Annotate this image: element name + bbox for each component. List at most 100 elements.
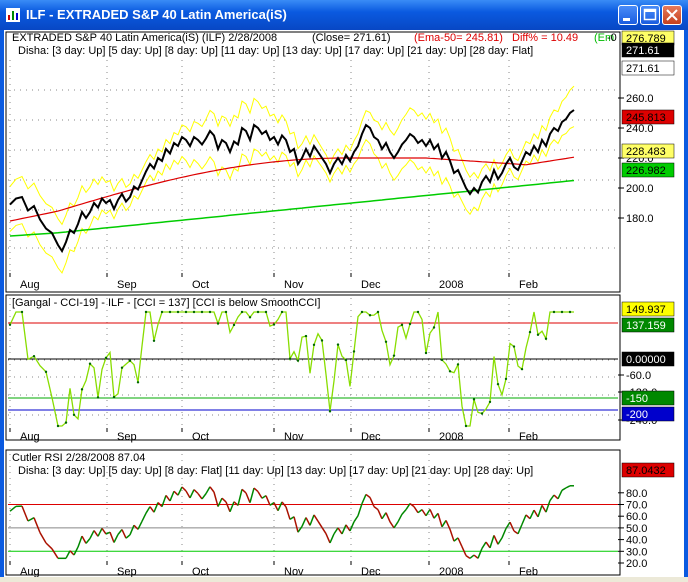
cci-point [321,339,323,341]
price-header-name: EXTRADED S&P 40 Latin America(iS) (ILF) … [12,32,277,44]
month-label: 2008 [439,431,463,443]
chart-bars-icon [6,8,20,22]
cci-point [545,338,547,340]
cci-point [521,368,523,370]
y-tick-label: 70.0 [626,500,647,512]
cci-point [433,326,435,328]
cci-point [161,311,163,313]
cci-point [401,324,403,326]
month-label: Oct [192,566,209,577]
cci-point [481,412,483,414]
price-header-cut: -0 [607,32,617,44]
cci-point [561,311,563,313]
cci-point [505,378,507,380]
cci-point [273,323,275,325]
cci-point [457,363,459,365]
charts-svg: EXTRADED S&P 40 Latin America(iS) (ILF) … [4,30,684,577]
month-label: Nov [284,279,304,291]
title-bar[interactable]: ILF - EXTRADED S&P 40 Latin America(iS) [0,0,688,30]
window-title: ILF - EXTRADED S&P 40 Latin America(iS) [26,7,287,22]
cci-point [225,311,227,313]
y-tick-label: 60.0 [626,511,647,523]
maximize-button[interactable] [640,5,660,25]
cci-point [281,311,283,313]
value-badge-text: -150 [626,393,648,405]
month-label: Feb [519,279,538,291]
cci-point [361,311,363,313]
y-tick-label: 260.0 [626,93,654,105]
y-tick-label: 200.0 [626,183,654,195]
cci-point [289,358,291,360]
price-header-diff: Diff% = 10.49 [512,32,578,44]
chart-area: EXTRADED S&P 40 Latin America(iS) (ILF) … [4,30,684,577]
close-button[interactable] [662,5,682,25]
cci-point [97,396,99,398]
cci-point [345,359,347,361]
cci-point [313,344,315,346]
cci-point [473,398,475,400]
month-label: Sep [117,431,137,443]
month-label: Aug [20,431,40,443]
cci-point [9,324,11,326]
month-label: Aug [20,279,40,291]
cci-point [497,383,499,385]
cci-point [193,311,195,313]
month-label: 2008 [439,566,463,577]
month-label: Oct [192,279,209,291]
month-label: Dec [361,566,381,577]
month-label: Nov [284,566,304,577]
y-tick-label: 20.0 [626,558,647,570]
cci-point [217,322,219,324]
cci-point [441,359,443,361]
cci-point [65,421,67,423]
value-badge-text: 87.0432 [626,465,666,477]
cci-point [105,357,107,359]
cci-point [537,334,539,336]
value-badge-text: 226.982 [626,165,666,177]
cci-point [33,355,35,357]
close-icon [663,6,681,24]
cci-point [337,343,339,345]
price-header-close: (Close= 271.61) [312,32,391,44]
month-label: Oct [192,431,209,443]
minimize-icon [619,6,637,24]
cci-point [513,345,515,347]
y-tick-label: 40.0 [626,535,647,547]
cci-point [369,314,371,316]
y-tick-label: 80.0 [626,488,647,500]
cci-point [489,401,491,403]
cci-point [201,311,203,313]
cci-point [45,371,47,373]
price-disha: Disha: [3 day: Up] [5 day: Up] [8 day: U… [18,45,533,57]
cci-point [137,381,139,383]
month-label: Sep [117,279,137,291]
cci-point [145,311,147,313]
value-badge-text: 271.61 [626,45,660,57]
month-label: Feb [519,566,538,577]
value-badge-text: 149.937 [626,304,666,316]
value-badge-text: 245.813 [626,112,666,124]
maximize-icon [641,6,659,24]
cci-point [329,410,331,412]
y-tick-label: 180.0 [626,213,654,225]
cci-point [353,350,355,352]
cci-point [177,311,179,313]
value-badge-text: 271.61 [626,63,660,75]
rsi-disha: Disha: [3 day: Up] [5 day: Up] [8 day: F… [18,465,533,477]
cci-panel: [Gangal - CCI-19] - ILF - [CCI = 137] [C… [6,295,674,443]
cci-point [185,311,187,313]
minimize-button[interactable] [618,5,638,25]
y-tick-label: 240.0 [626,123,654,135]
cci-point [233,324,235,326]
cci-point [169,311,171,313]
value-badge-text: 0.00000 [626,354,666,366]
cci-point [377,311,379,313]
month-label: Dec [361,431,381,443]
cci-point [569,311,571,313]
cci-point [393,354,395,356]
value-badge-text: -200 [626,409,648,421]
value-badge-text: 137.159 [626,320,666,332]
cci-point [265,311,267,313]
cci-point [241,311,243,313]
